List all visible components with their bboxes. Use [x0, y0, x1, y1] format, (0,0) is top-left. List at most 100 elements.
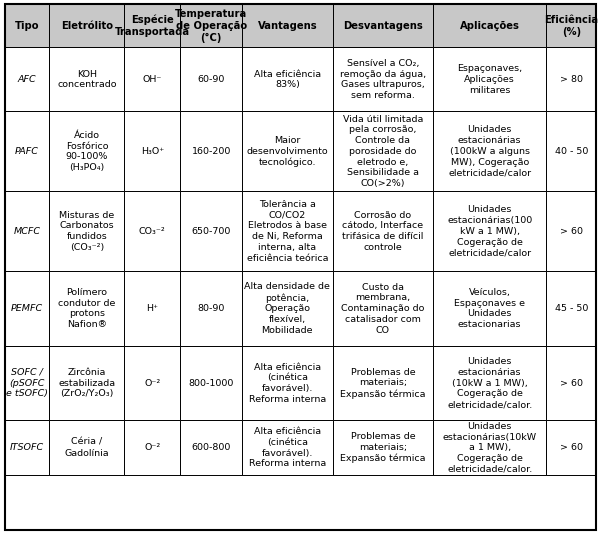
Bar — [433, 271, 546, 346]
Bar — [333, 48, 433, 112]
Bar — [433, 420, 546, 475]
Bar — [5, 346, 49, 420]
Bar — [333, 112, 433, 191]
Text: Alta eficiência
(cinética
favorável).
Reforma interna: Alta eficiência (cinética favorável). Re… — [249, 363, 326, 404]
Text: Alta densidade de
potência,
Operação
flexível,
Mobilidade: Alta densidade de potência, Operação fle… — [245, 282, 331, 335]
Bar — [242, 420, 333, 475]
Text: > 60: > 60 — [560, 379, 583, 388]
Bar — [49, 4, 124, 48]
Bar — [49, 48, 124, 112]
Text: Misturas de
Carbonatos
fundidos
(CO₃⁻²): Misturas de Carbonatos fundidos (CO₃⁻²) — [59, 210, 115, 252]
Bar — [180, 112, 242, 191]
Bar — [433, 191, 546, 271]
Bar — [333, 346, 433, 420]
Text: Polímero
condutor de
protons
Nafion®: Polímero condutor de protons Nafion® — [58, 288, 115, 329]
Text: Zircônia
estabilizada
(ZrO₂/Y₂O₃): Zircônia estabilizada (ZrO₂/Y₂O₃) — [58, 368, 115, 398]
Bar — [333, 420, 433, 475]
Text: KOH
concentrado: KOH concentrado — [57, 69, 117, 89]
Bar — [180, 420, 242, 475]
Text: 160-200: 160-200 — [192, 147, 231, 156]
Text: AFC: AFC — [18, 75, 37, 84]
Bar — [5, 112, 49, 191]
Bar — [180, 191, 242, 271]
Text: Eficiência
(%): Eficiência (%) — [544, 15, 598, 37]
Bar — [124, 48, 180, 112]
Bar — [124, 271, 180, 346]
Text: Unidades
estacionárias(100
kW a 1 MW),
Cogeração de
eletricidade/calor: Unidades estacionárias(100 kW a 1 MW), C… — [447, 205, 532, 257]
Text: Veículos,
Espaçonaves e
Unidades
estacionarias: Veículos, Espaçonaves e Unidades estacio… — [454, 288, 525, 329]
Text: O⁻²: O⁻² — [144, 379, 160, 388]
Text: Desvantagens: Desvantagens — [343, 21, 423, 31]
Text: ITSOFC: ITSOFC — [10, 443, 44, 452]
Text: > 60: > 60 — [560, 443, 583, 452]
Text: 80-90: 80-90 — [198, 304, 225, 313]
Text: Alta eficiência
83%): Alta eficiência 83%) — [254, 69, 321, 89]
Text: > 80: > 80 — [560, 75, 583, 84]
Bar — [180, 48, 242, 112]
Text: Céria /
Gadolínia: Céria / Gadolínia — [65, 438, 109, 458]
Text: Vantagens: Vantagens — [258, 21, 317, 31]
Text: Alta eficiência
(cinética
favorável).
Reforma interna: Alta eficiência (cinética favorável). Re… — [249, 427, 326, 468]
Text: Unidades
estacionárias(10kW
a 1 MW),
Cogeração de
eletricidade/calor.: Unidades estacionárias(10kW a 1 MW), Cog… — [443, 422, 537, 474]
Bar — [49, 112, 124, 191]
Text: PAFC: PAFC — [15, 147, 39, 156]
Bar — [546, 48, 596, 112]
Bar — [433, 4, 546, 48]
Text: H⁺: H⁺ — [146, 304, 158, 313]
Bar — [49, 346, 124, 420]
Text: 600-800: 600-800 — [192, 443, 231, 452]
Bar — [5, 4, 49, 48]
Text: Problemas de
materiais;
Expansão térmica: Problemas de materiais; Expansão térmica — [340, 367, 426, 399]
Text: Eletrólito: Eletrólito — [61, 21, 113, 31]
Bar — [5, 191, 49, 271]
Text: Ácido
Fosfórico
90-100%
(H₃PO₄): Ácido Fosfórico 90-100% (H₃PO₄) — [66, 131, 108, 172]
Text: 45 - 50: 45 - 50 — [555, 304, 588, 313]
Text: Temperatura
de Operação
(°C): Temperatura de Operação (°C) — [175, 9, 247, 43]
Text: Aplicações: Aplicações — [460, 21, 520, 31]
Text: OH⁻: OH⁻ — [142, 75, 162, 84]
Bar — [546, 271, 596, 346]
Text: H₃O⁺: H₃O⁺ — [141, 147, 164, 156]
Bar — [242, 48, 333, 112]
Text: Vida útil limitada
pela corrosão,
Controle da
porosidade do
eletrodo e,
Sensibil: Vida útil limitada pela corrosão, Contro… — [343, 115, 423, 188]
Bar — [124, 346, 180, 420]
Bar — [180, 346, 242, 420]
Bar — [124, 191, 180, 271]
Bar — [242, 4, 333, 48]
Bar — [5, 420, 49, 475]
Text: > 60: > 60 — [560, 227, 583, 236]
Bar — [5, 271, 49, 346]
Text: Tolerância a
CO/CO2
Eletrodos à base
de Ni, Reforma
interna, alta
eficiência teó: Tolerância a CO/CO2 Eletrodos à base de … — [246, 200, 328, 263]
Text: 650-700: 650-700 — [192, 227, 231, 236]
Text: O⁻²: O⁻² — [144, 443, 160, 452]
Bar — [546, 191, 596, 271]
Bar — [546, 346, 596, 420]
Text: Problemas de
materiais;
Expansão térmica: Problemas de materiais; Expansão térmica — [340, 432, 426, 464]
Text: Espécie
Transportada: Espécie Transportada — [115, 14, 190, 37]
Bar — [242, 112, 333, 191]
Bar — [433, 48, 546, 112]
Text: Sensível a CO₂,
remoção da água,
Gases ultrapuros,
sem reforma.: Sensível a CO₂, remoção da água, Gases u… — [340, 59, 426, 100]
Bar — [546, 112, 596, 191]
Bar — [242, 191, 333, 271]
Bar — [333, 191, 433, 271]
Text: 800-1000: 800-1000 — [189, 379, 234, 388]
Text: Unidades
estacionárias
(100kW a alguns
MW), Cogeração
eletricidade/calor: Unidades estacionárias (100kW a alguns M… — [448, 125, 531, 177]
Text: Maior
desenvolvimento
tecnológico.: Maior desenvolvimento tecnológico. — [246, 136, 328, 167]
Text: PEMFC: PEMFC — [11, 304, 43, 313]
Text: Unidades
estacionárias
(10kW a 1 MW),
Cogeração de
eletricidade/calor.: Unidades estacionárias (10kW a 1 MW), Co… — [447, 357, 532, 409]
Bar — [124, 420, 180, 475]
Bar — [49, 271, 124, 346]
Bar — [124, 4, 180, 48]
Text: Corrosão do
cátodo, Interface
trifásica de difícil
controle: Corrosão do cátodo, Interface trifásica … — [343, 210, 424, 252]
Bar — [5, 48, 49, 112]
Bar — [180, 4, 242, 48]
Bar — [433, 112, 546, 191]
Bar — [124, 112, 180, 191]
Bar — [333, 4, 433, 48]
Text: MCFC: MCFC — [14, 227, 41, 236]
Bar — [242, 346, 333, 420]
Bar — [333, 271, 433, 346]
Text: SOFC /
(pSOFC
e tSOFC): SOFC / (pSOFC e tSOFC) — [6, 368, 48, 398]
Bar — [242, 271, 333, 346]
